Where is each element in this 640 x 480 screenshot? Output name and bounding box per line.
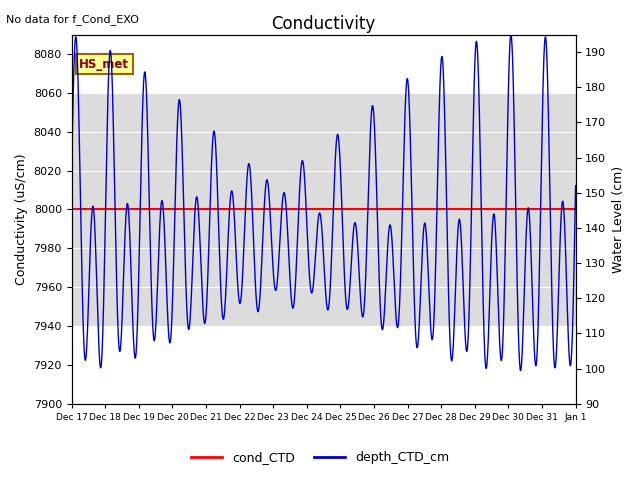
Y-axis label: Conductivity (uS/cm): Conductivity (uS/cm): [15, 153, 28, 285]
Title: Conductivity: Conductivity: [271, 15, 376, 33]
Legend: cond_CTD, depth_CTD_cm: cond_CTD, depth_CTD_cm: [186, 446, 454, 469]
Text: No data for f_Cond_EXO: No data for f_Cond_EXO: [6, 14, 140, 25]
Text: HS_met: HS_met: [79, 58, 129, 71]
Bar: [72, 93, 575, 326]
Y-axis label: Water Level (cm): Water Level (cm): [612, 166, 625, 273]
